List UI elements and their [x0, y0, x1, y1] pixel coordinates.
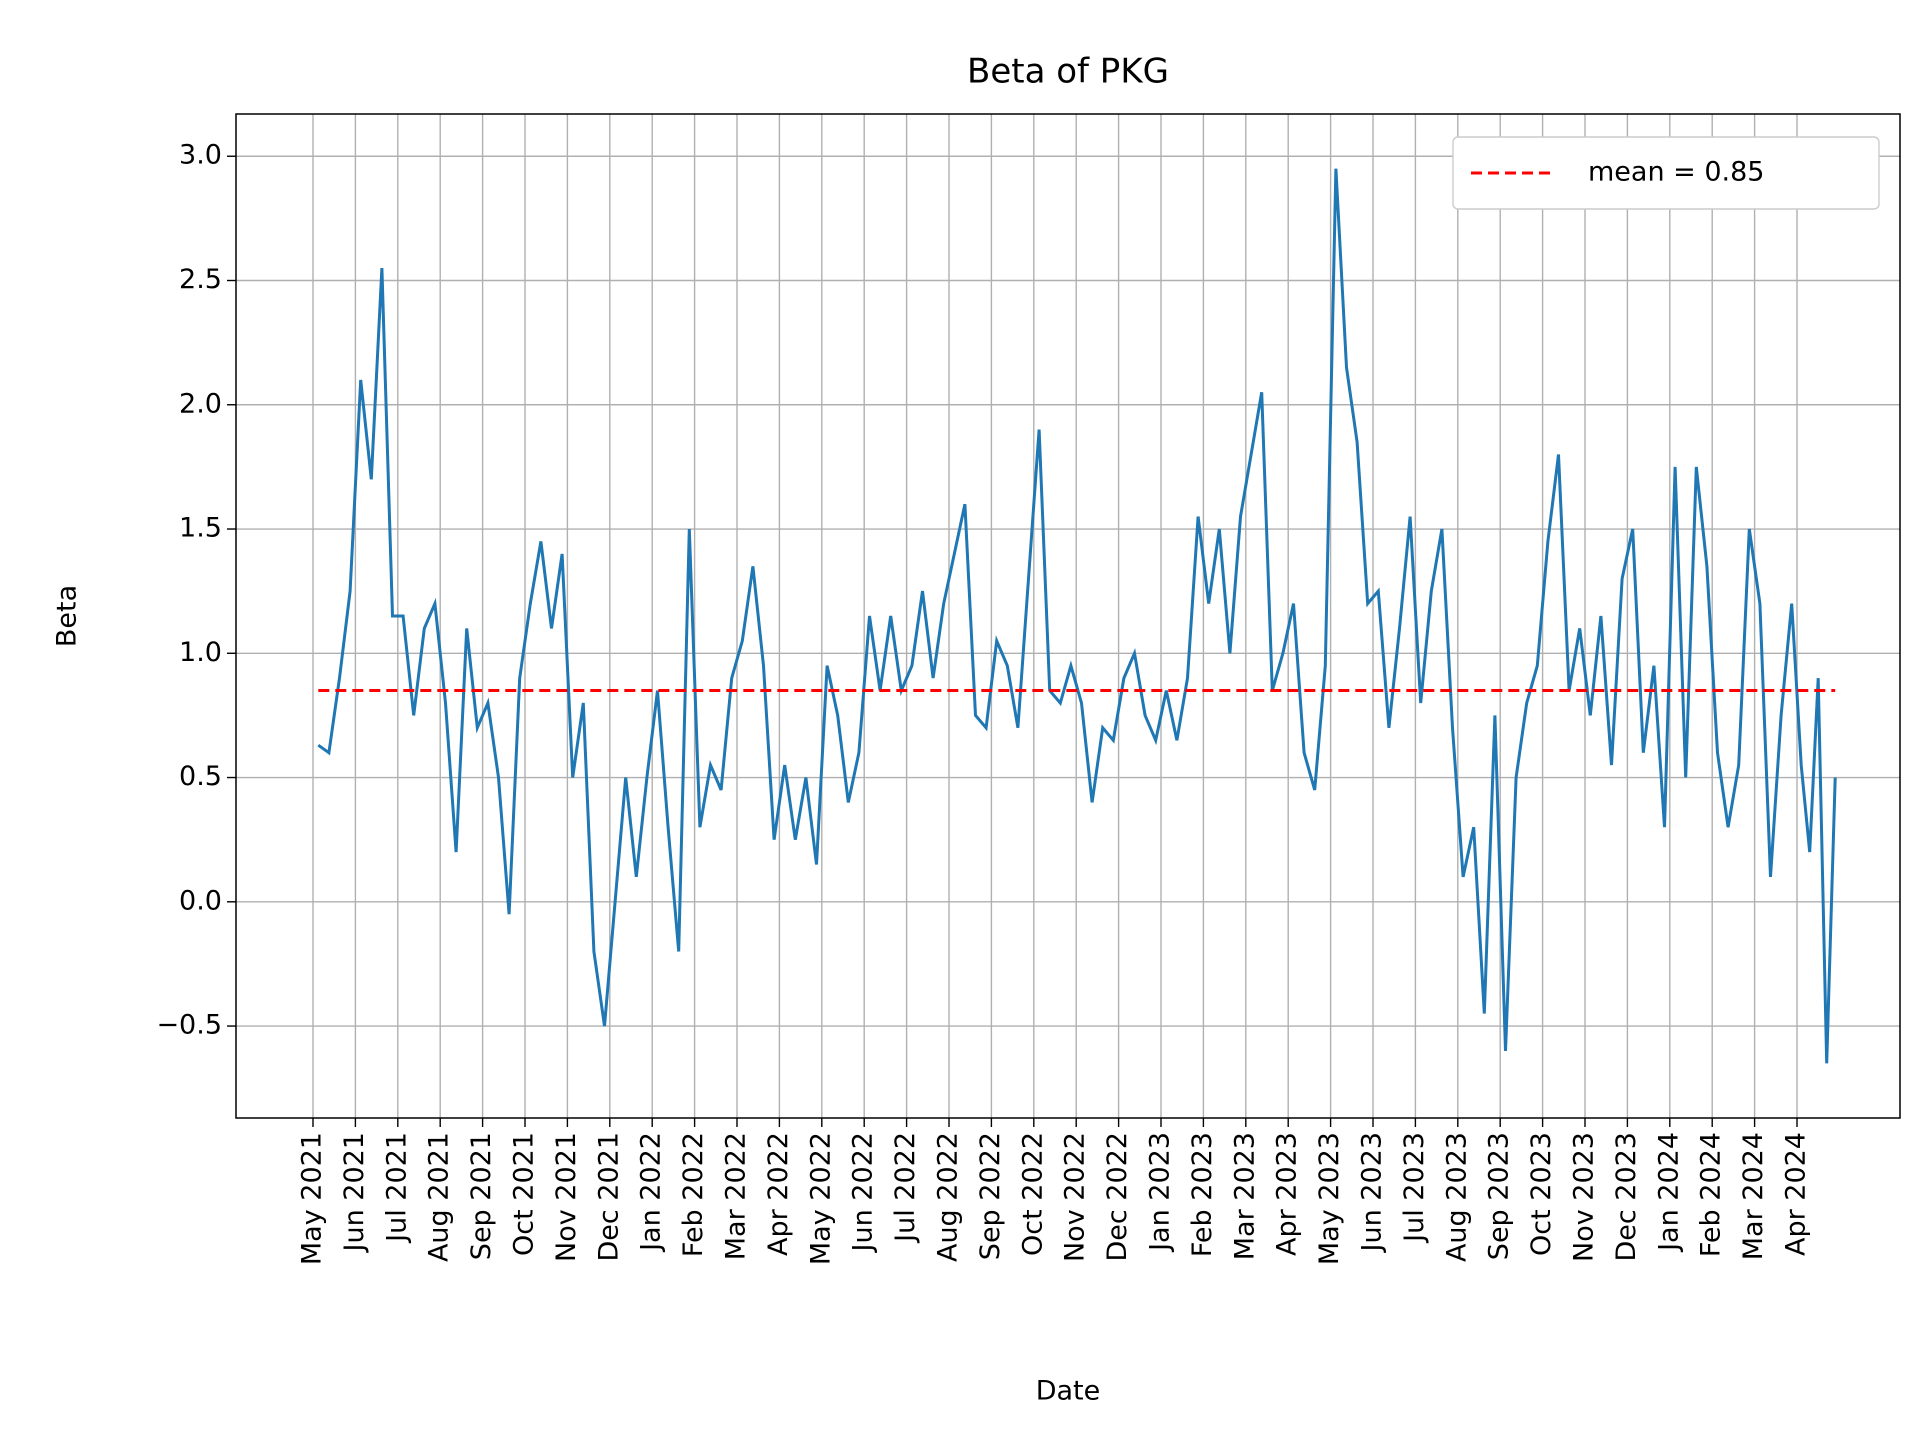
x-tick-label: Aug 2022: [933, 1132, 964, 1262]
x-tick-label: May 2023: [1314, 1132, 1345, 1265]
x-tick-label: Feb 2023: [1187, 1132, 1218, 1257]
x-tick-label: Apr 2023: [1272, 1132, 1303, 1256]
x-tick-label: Dec 2022: [1102, 1132, 1133, 1262]
x-tick-label: May 2021: [297, 1132, 328, 1265]
x-tick-label: Feb 2022: [678, 1132, 709, 1257]
x-tick-label: Dec 2021: [593, 1132, 624, 1262]
x-tick-label: Oct 2022: [1017, 1132, 1048, 1256]
chart-title: Beta of PKG: [967, 52, 1169, 92]
y-tick-label: 2.5: [179, 264, 222, 295]
x-tick-label: Jun 2023: [1357, 1132, 1388, 1253]
x-tick-label: Feb 2024: [1696, 1132, 1727, 1257]
x-tick-label: Jul 2023: [1399, 1132, 1430, 1244]
x-tick-label: Nov 2023: [1569, 1132, 1600, 1262]
x-tick-label: Jun 2021: [339, 1132, 370, 1253]
x-tick-label: Aug 2023: [1441, 1132, 1472, 1262]
x-tick-label: Apr 2024: [1781, 1132, 1812, 1256]
y-tick-label: 2.0: [179, 388, 222, 419]
x-tick-label: Oct 2021: [509, 1132, 540, 1256]
x-tick-label: May 2022: [805, 1132, 836, 1265]
x-tick-label: Aug 2021: [424, 1132, 455, 1262]
x-tick-label: Jan 2022: [636, 1132, 667, 1253]
y-axis-label: Beta: [52, 585, 83, 647]
x-tick-label: Dec 2023: [1611, 1132, 1642, 1262]
data-line: [317, 168, 1837, 1064]
x-tick-label: Jan 2023: [1145, 1132, 1176, 1253]
legend-box: [1452, 136, 1880, 210]
x-tick-label: Nov 2021: [551, 1132, 582, 1262]
plot-frame: [235, 113, 1901, 1119]
x-tick-label: Jul 2022: [890, 1132, 921, 1244]
x-tick-label: Jan 2024: [1653, 1132, 1684, 1253]
x-tick-label: Jun 2022: [848, 1132, 879, 1253]
x-tick-label: Apr 2022: [763, 1132, 794, 1256]
x-tick-label: Jul 2021: [381, 1132, 412, 1244]
legend-label: mean = 0.85: [1588, 157, 1764, 188]
x-tick-label: Oct 2023: [1526, 1132, 1557, 1256]
x-tick-label: Sep 2021: [466, 1132, 497, 1260]
x-tick-label: Nov 2022: [1060, 1132, 1091, 1262]
y-tick-label: 0.5: [179, 761, 222, 792]
x-tick-label: Mar 2023: [1229, 1132, 1260, 1260]
x-tick-label: Mar 2022: [721, 1132, 752, 1260]
x-tick-label: Sep 2023: [1484, 1132, 1515, 1260]
x-tick-label: Mar 2024: [1738, 1132, 1769, 1260]
y-tick-label: 0.0: [179, 885, 222, 916]
x-tick-label: Sep 2022: [975, 1132, 1006, 1260]
y-tick-label: 1.5: [179, 513, 222, 544]
y-tick-label: −0.5: [156, 1010, 222, 1041]
y-tick-label: 3.0: [179, 140, 222, 171]
y-tick-label: 1.0: [179, 637, 222, 668]
x-axis-label: Date: [1036, 1376, 1101, 1407]
